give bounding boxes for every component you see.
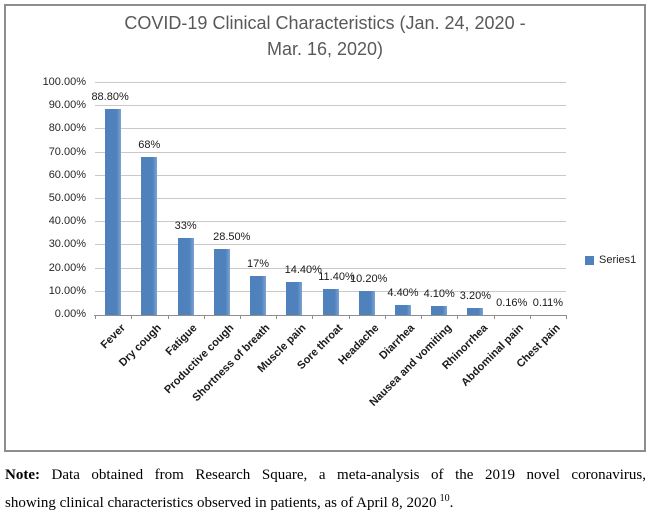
chart-title-line1: COVID-19 Clinical Characteristics (Jan. … bbox=[124, 13, 526, 33]
note-line1-text: Data obtained from Research Square, a me… bbox=[51, 467, 646, 483]
legend: Series1 bbox=[585, 254, 636, 266]
note-line-2: showing clinical characteristics observe… bbox=[5, 489, 646, 513]
note-period: . bbox=[449, 495, 454, 511]
note-line2-text: showing clinical characteristics observe… bbox=[5, 495, 437, 511]
note-citation-superscript: 10 bbox=[439, 493, 450, 504]
chart-border-frame bbox=[4, 4, 646, 452]
chart-title: COVID-19 Clinical Characteristics (Jan. … bbox=[20, 10, 630, 62]
note-label: Note: bbox=[5, 467, 40, 483]
legend-series-label: Series1 bbox=[599, 254, 637, 266]
figure-note: Note: Data obtained from Research Square… bbox=[5, 461, 646, 513]
legend-series-marker-icon bbox=[585, 255, 594, 265]
note-line-1: Note: Data obtained from Research Square… bbox=[5, 461, 646, 489]
chart-title-line2: Mar. 16, 2020) bbox=[266, 39, 384, 59]
